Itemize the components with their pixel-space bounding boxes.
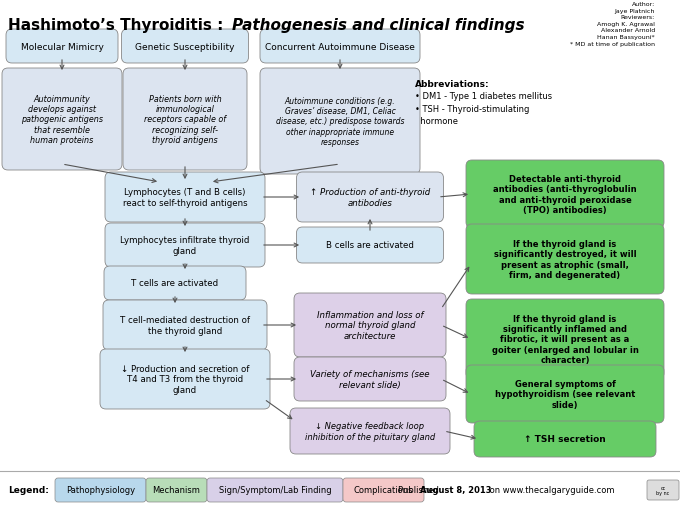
Text: on www.thecalgaryguide.com: on www.thecalgaryguide.com (487, 486, 615, 495)
Text: T cells are activated: T cells are activated (131, 279, 218, 288)
Text: Complications: Complications (354, 486, 413, 495)
Text: If the thyroid gland is
significantly inflamed and
fibrotic, it will present as : If the thyroid gland is significantly in… (492, 314, 639, 364)
Text: Variety of mechanisms (see
relevant slide): Variety of mechanisms (see relevant slid… (310, 370, 430, 389)
Text: ↑ TSH secretion: ↑ TSH secretion (524, 435, 606, 444)
FancyBboxPatch shape (105, 173, 265, 222)
FancyBboxPatch shape (466, 161, 664, 229)
Text: Detectable anti-thyroid
antibodies (anti-thyroglobulin
and anti-thyroid peroxida: Detectable anti-thyroid antibodies (anti… (493, 175, 636, 215)
Text: Patients born with
immunological
receptors capable of
recognizing self-
thyroid : Patients born with immunological recepto… (144, 95, 226, 145)
Text: General symptoms of
hypothyroidism (see relevant
slide): General symptoms of hypothyroidism (see … (495, 379, 635, 409)
Text: T cell-mediated destruction of
the thyroid gland: T cell-mediated destruction of the thyro… (120, 316, 250, 335)
FancyBboxPatch shape (6, 30, 118, 64)
Text: Autoimmunity
develops against
pathogenic antigens
that resemble
human proteins: Autoimmunity develops against pathogenic… (21, 95, 103, 145)
Text: Author:
Jaye Platnich
Reviewers:
Amogh K. Agrawal
Alexander Arnold
Hanan Bassyou: Author: Jaye Platnich Reviewers: Amogh K… (570, 2, 655, 46)
Text: Published: Published (398, 486, 441, 495)
Text: Inflammation and loss of
normal thyroid gland
architecture: Inflammation and loss of normal thyroid … (317, 310, 423, 340)
FancyBboxPatch shape (103, 300, 267, 350)
Text: Lymphocytes infiltrate thyroid
gland: Lymphocytes infiltrate thyroid gland (120, 236, 250, 255)
Text: Pathogenesis and clinical findings: Pathogenesis and clinical findings (232, 18, 525, 33)
FancyBboxPatch shape (122, 30, 248, 64)
FancyBboxPatch shape (343, 478, 424, 502)
FancyBboxPatch shape (100, 349, 270, 409)
FancyBboxPatch shape (105, 223, 265, 267)
Text: ↑ Production of anti-thyroid
antibodies: ↑ Production of anti-thyroid antibodies (310, 188, 430, 207)
FancyBboxPatch shape (260, 69, 420, 175)
Text: Pathophysiology: Pathophysiology (66, 486, 135, 495)
Text: Genetic Susceptibility: Genetic Susceptibility (135, 42, 235, 51)
FancyBboxPatch shape (207, 478, 343, 502)
Text: If the thyroid gland is
significantly destroyed, it will
present as atrophic (sm: If the thyroid gland is significantly de… (494, 239, 636, 279)
Text: ↓ Negative feedback loop
inhibition of the pituitary gland: ↓ Negative feedback loop inhibition of t… (305, 421, 435, 441)
FancyBboxPatch shape (146, 478, 207, 502)
Text: Lymphocytes (T and B cells)
react to self-thyroid antigens: Lymphocytes (T and B cells) react to sel… (122, 188, 248, 207)
Text: Legend:: Legend: (8, 486, 49, 495)
FancyBboxPatch shape (123, 69, 247, 171)
Text: ↓ Production and secretion of
T4 and T3 from the thyroid
gland: ↓ Production and secretion of T4 and T3 … (121, 364, 249, 394)
Text: cc
by nc: cc by nc (656, 485, 670, 495)
FancyBboxPatch shape (466, 365, 664, 423)
Text: Hashimoto’s Thyroiditis :: Hashimoto’s Thyroiditis : (8, 18, 228, 33)
Text: Autoimmune conditions (e.g.
Graves’ disease, DM1, Celiac
disease, etc.) predispo: Autoimmune conditions (e.g. Graves’ dise… (276, 97, 404, 147)
FancyBboxPatch shape (466, 299, 664, 379)
Text: Abbreviations:: Abbreviations: (415, 80, 490, 89)
Text: Concurrent Autoimmune Disease: Concurrent Autoimmune Disease (265, 42, 415, 51)
FancyBboxPatch shape (294, 293, 446, 357)
FancyBboxPatch shape (55, 478, 146, 502)
FancyBboxPatch shape (290, 408, 450, 454)
Text: Molecular Mimicry: Molecular Mimicry (20, 42, 103, 51)
Text: Sign/Symptom/Lab Finding: Sign/Symptom/Lab Finding (219, 486, 331, 495)
FancyBboxPatch shape (294, 357, 446, 401)
FancyBboxPatch shape (104, 267, 246, 300)
Text: August 8, 2013: August 8, 2013 (420, 486, 492, 495)
FancyBboxPatch shape (260, 30, 420, 64)
FancyBboxPatch shape (296, 228, 443, 264)
FancyBboxPatch shape (296, 173, 443, 222)
Text: • DM1 - Type 1 diabetes mellitus
• TSH - Thyroid-stimulating
  hormone: • DM1 - Type 1 diabetes mellitus • TSH -… (415, 92, 552, 126)
FancyBboxPatch shape (466, 224, 664, 294)
FancyBboxPatch shape (2, 69, 122, 171)
FancyBboxPatch shape (647, 480, 679, 500)
FancyBboxPatch shape (474, 421, 656, 457)
Text: B cells are activated: B cells are activated (326, 241, 414, 250)
Text: Mechanism: Mechanism (152, 486, 201, 495)
